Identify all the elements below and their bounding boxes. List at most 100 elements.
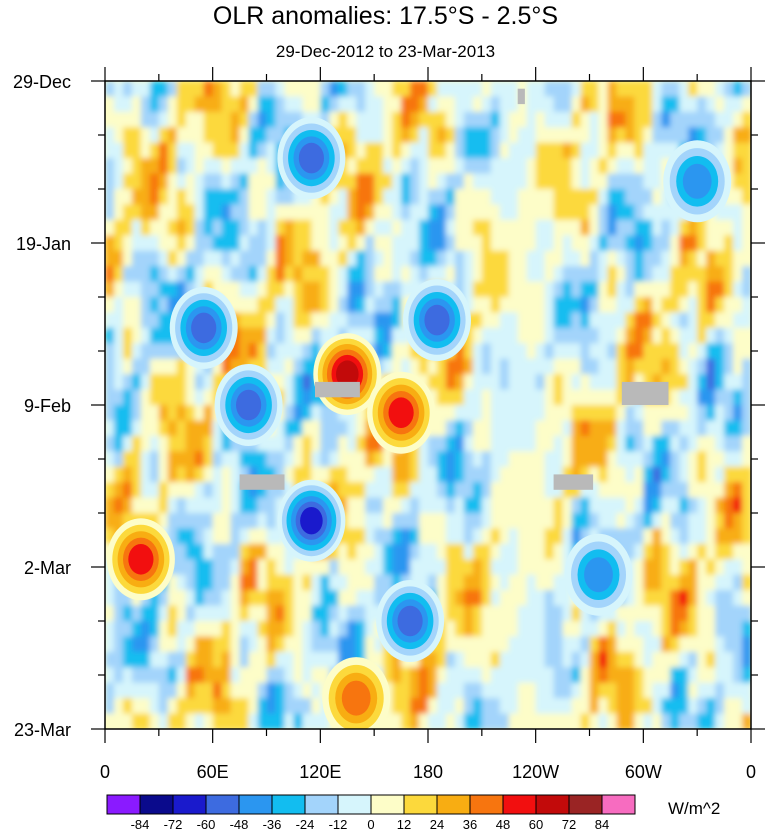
field-cell [463, 698, 474, 715]
field-cell [347, 81, 358, 98]
field-cell [607, 405, 618, 422]
field-cell [706, 250, 717, 268]
field-cell [302, 96, 313, 113]
field-cell [221, 435, 232, 453]
field-cell [616, 389, 627, 406]
field-cell [221, 605, 232, 622]
field-cell [203, 682, 214, 700]
field-cell [643, 420, 654, 437]
field-cell [616, 173, 627, 190]
field-cell [302, 297, 313, 314]
field-cell [445, 420, 456, 437]
field-cell [105, 127, 115, 144]
field-cell [508, 667, 519, 684]
field-cell [589, 173, 600, 190]
field-cell [688, 497, 699, 514]
field-cell [428, 698, 438, 715]
field-cell [661, 250, 672, 268]
field-cell [410, 513, 421, 530]
field-cell [419, 651, 429, 669]
field-cell [275, 605, 286, 622]
field-cell [203, 250, 214, 268]
field-cell [724, 528, 735, 545]
field-cell [302, 389, 313, 406]
field-cell [239, 327, 250, 345]
field-cell [113, 451, 124, 468]
field-cell [661, 528, 672, 545]
field-cell [212, 451, 223, 468]
field-cell [625, 590, 636, 607]
field-cell [499, 389, 510, 406]
x-tick-label: 0 [746, 762, 756, 782]
field-cell [221, 698, 232, 715]
field-cell [105, 204, 115, 221]
field-cell [212, 713, 223, 729]
field-cell [715, 343, 726, 360]
field-cell [580, 358, 591, 376]
field-cell [544, 682, 555, 700]
field-cell [257, 127, 268, 144]
field-cell [320, 713, 331, 729]
field-cell [131, 127, 142, 144]
field-cell [311, 219, 322, 237]
field-cell [544, 389, 555, 406]
field-cell [508, 497, 519, 514]
field-cell [490, 559, 501, 576]
field-cell [616, 651, 627, 669]
x-tick-label: 0 [100, 762, 110, 782]
field-cell [562, 173, 573, 190]
field-cell [239, 590, 250, 607]
field-cell [392, 682, 403, 700]
field-cell [499, 559, 510, 576]
field-cell [535, 682, 546, 700]
field-cell [356, 466, 367, 484]
field-cell [275, 189, 286, 206]
field-cell [257, 590, 268, 607]
field-cell [266, 297, 277, 314]
field-cell [526, 358, 537, 376]
field-cell [589, 713, 600, 729]
field-cell [670, 358, 681, 376]
field-cell [212, 158, 223, 175]
field-cell [185, 466, 196, 484]
field-cell [634, 497, 645, 514]
field-cell [616, 374, 627, 391]
field-cell [149, 374, 160, 391]
field-cell [158, 266, 169, 283]
colorbar-swatch [172, 794, 207, 815]
y-tick-label: 29-Dec [13, 72, 71, 92]
field-cell [562, 204, 573, 221]
field-cell [374, 343, 385, 360]
field-cell [481, 297, 492, 314]
field-cell [670, 621, 681, 638]
field-cell [131, 81, 142, 98]
field-cell [185, 482, 196, 499]
field-cell [697, 297, 708, 314]
field-cell [697, 713, 708, 729]
field-cell [670, 327, 681, 345]
field-cell [724, 466, 735, 484]
field-cell [562, 497, 573, 514]
field-cell [463, 682, 474, 700]
field-cell [419, 574, 429, 592]
field-cell [338, 111, 349, 129]
field-cell [472, 235, 483, 252]
field-cell [122, 111, 133, 129]
field-cell [679, 358, 690, 376]
field-cell [724, 281, 735, 298]
field-cell [643, 189, 654, 206]
field-cell [517, 559, 528, 576]
field-cell [508, 358, 519, 376]
field-cell [105, 605, 115, 622]
field-cell [194, 605, 205, 622]
field-cell [212, 111, 223, 129]
field-cell [338, 528, 349, 545]
field-cell [185, 204, 196, 221]
field-cell [715, 250, 726, 268]
field-cell [257, 543, 268, 561]
field-cell [742, 343, 751, 360]
field-cell [383, 297, 394, 314]
field-cell [167, 158, 178, 175]
field-cell [724, 651, 735, 669]
field-cell [392, 189, 403, 206]
